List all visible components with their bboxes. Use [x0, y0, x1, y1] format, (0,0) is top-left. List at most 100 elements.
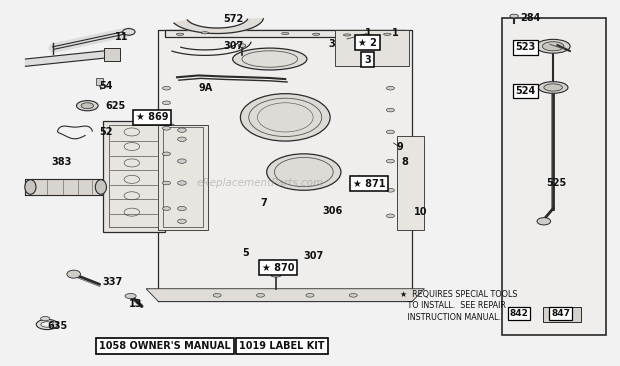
Ellipse shape [306, 294, 314, 297]
Ellipse shape [544, 84, 562, 91]
Ellipse shape [177, 137, 186, 141]
Ellipse shape [162, 152, 170, 156]
Text: ★  REQUIRES SPECIAL TOOLS
   TO INSTALL.  SEE REPAIR
   INSTRUCTION MANUAL.: ★ REQUIRES SPECIAL TOOLS TO INSTALL. SEE… [400, 290, 517, 322]
Polygon shape [159, 30, 412, 302]
Text: 9: 9 [397, 142, 404, 152]
Text: eReplacementParts.com: eReplacementParts.com [197, 178, 324, 188]
Ellipse shape [95, 180, 107, 194]
Text: ★ 869: ★ 869 [136, 112, 169, 122]
Ellipse shape [201, 32, 208, 34]
Ellipse shape [162, 207, 170, 210]
Text: 625: 625 [106, 101, 126, 111]
Text: 635: 635 [47, 321, 68, 331]
Text: 7: 7 [260, 198, 267, 208]
Text: 10: 10 [414, 207, 427, 217]
Ellipse shape [232, 48, 307, 70]
Ellipse shape [281, 33, 289, 35]
Ellipse shape [312, 33, 320, 36]
Text: 5: 5 [242, 248, 249, 258]
Text: 1058 OWNER'S MANUAL: 1058 OWNER'S MANUAL [99, 341, 231, 351]
Polygon shape [25, 179, 103, 195]
Ellipse shape [270, 273, 281, 277]
Ellipse shape [36, 320, 58, 329]
Ellipse shape [257, 294, 265, 297]
Polygon shape [25, 50, 114, 66]
Ellipse shape [386, 86, 394, 90]
Bar [96, 78, 104, 85]
Text: 523: 523 [515, 42, 536, 52]
Ellipse shape [538, 82, 568, 93]
Ellipse shape [176, 33, 184, 36]
Text: 1019 LABEL KIT: 1019 LABEL KIT [239, 341, 325, 351]
Ellipse shape [177, 181, 186, 185]
Polygon shape [103, 121, 165, 232]
Ellipse shape [162, 127, 170, 130]
Bar [105, 48, 120, 61]
Ellipse shape [41, 322, 53, 327]
Bar [163, 127, 203, 228]
Ellipse shape [516, 313, 524, 317]
Text: 847: 847 [551, 309, 570, 318]
Text: 3: 3 [329, 40, 335, 49]
Ellipse shape [177, 219, 186, 224]
Ellipse shape [267, 154, 341, 190]
Text: 306: 306 [322, 206, 343, 216]
Ellipse shape [213, 294, 221, 297]
Ellipse shape [386, 188, 394, 192]
Ellipse shape [162, 181, 170, 185]
Ellipse shape [177, 206, 186, 211]
Text: 13: 13 [130, 299, 143, 309]
Text: ★ 870: ★ 870 [262, 262, 294, 273]
Text: 11: 11 [115, 32, 128, 42]
Ellipse shape [386, 214, 394, 218]
Text: 3: 3 [364, 55, 371, 65]
Text: 8: 8 [402, 157, 409, 167]
Ellipse shape [384, 33, 391, 36]
Ellipse shape [513, 312, 527, 318]
Ellipse shape [241, 94, 330, 141]
Text: 307: 307 [223, 41, 244, 51]
Polygon shape [165, 30, 406, 37]
Text: 1: 1 [392, 28, 399, 38]
Text: 525: 525 [546, 178, 567, 188]
Ellipse shape [40, 317, 50, 321]
Ellipse shape [177, 159, 186, 163]
Ellipse shape [343, 34, 351, 36]
Ellipse shape [386, 108, 394, 112]
Ellipse shape [238, 44, 246, 47]
Text: 1: 1 [365, 28, 371, 38]
Ellipse shape [542, 42, 564, 51]
Text: 284: 284 [520, 13, 541, 23]
Text: 307: 307 [304, 251, 324, 261]
Ellipse shape [386, 130, 394, 134]
Text: 54: 54 [100, 81, 113, 92]
Ellipse shape [162, 101, 170, 105]
Text: 52: 52 [100, 127, 113, 137]
Text: 842: 842 [510, 309, 528, 318]
Ellipse shape [67, 270, 81, 278]
Ellipse shape [177, 128, 186, 132]
Text: ★ 2: ★ 2 [358, 38, 377, 48]
Ellipse shape [349, 294, 357, 297]
Ellipse shape [536, 39, 570, 53]
Ellipse shape [537, 218, 551, 225]
Ellipse shape [25, 180, 36, 194]
Polygon shape [335, 30, 409, 66]
Ellipse shape [162, 86, 170, 90]
Polygon shape [146, 289, 425, 302]
Ellipse shape [125, 294, 136, 299]
Text: ★ 871: ★ 871 [353, 179, 385, 189]
Text: 337: 337 [103, 277, 123, 287]
Ellipse shape [76, 101, 98, 111]
Ellipse shape [510, 14, 518, 18]
Text: 572: 572 [223, 14, 244, 24]
Bar [542, 307, 581, 322]
Text: 9A: 9A [198, 83, 213, 93]
Bar [159, 125, 208, 231]
Ellipse shape [81, 103, 94, 109]
Text: 383: 383 [51, 157, 72, 167]
Polygon shape [174, 19, 264, 34]
Text: 524: 524 [515, 86, 536, 96]
Bar [502, 18, 606, 335]
Polygon shape [397, 135, 425, 231]
